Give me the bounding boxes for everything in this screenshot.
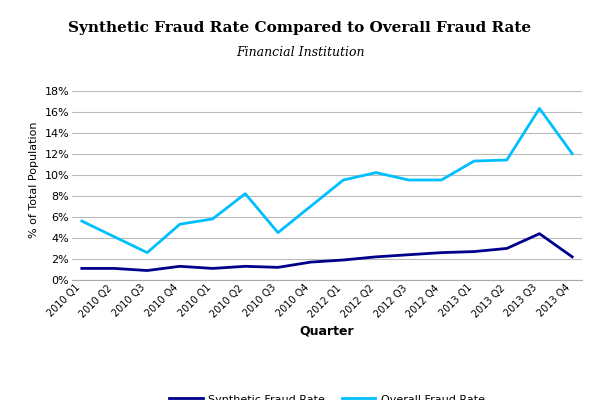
Overall Fraud Rate (176, 222, 184, 227)
Legend: Synthetic Fraud Rate, Overall Fraud Rate: Synthetic Fraud Rate, Overall Fraud Rate (165, 390, 489, 400)
Overall Fraud Rate (373, 170, 380, 175)
Synthetic Fraud Rate (373, 254, 380, 259)
Overall Fraud Rate (503, 158, 511, 162)
Synthetic Fraud Rate (307, 260, 314, 264)
Synthetic Fraud Rate (274, 265, 281, 270)
Text: Synthetic Fraud Rate Compared to Overall Fraud Rate: Synthetic Fraud Rate Compared to Overall… (68, 21, 532, 35)
Y-axis label: % of Total Population: % of Total Population (29, 122, 39, 238)
Overall Fraud Rate (470, 159, 478, 164)
Line: Overall Fraud Rate: Overall Fraud Rate (82, 108, 572, 253)
Synthetic Fraud Rate (242, 264, 249, 269)
Overall Fraud Rate (438, 178, 445, 182)
Overall Fraud Rate (143, 250, 151, 255)
Synthetic Fraud Rate (569, 254, 576, 259)
Synthetic Fraud Rate (209, 266, 216, 271)
Synthetic Fraud Rate (176, 264, 184, 269)
Synthetic Fraud Rate (470, 249, 478, 254)
Synthetic Fraud Rate (143, 268, 151, 273)
Overall Fraud Rate (405, 178, 412, 182)
Overall Fraud Rate (242, 191, 249, 196)
Overall Fraud Rate (209, 216, 216, 221)
Synthetic Fraud Rate (438, 250, 445, 255)
Overall Fraud Rate (111, 234, 118, 239)
Synthetic Fraud Rate (536, 231, 543, 236)
Synthetic Fraud Rate (340, 258, 347, 262)
Synthetic Fraud Rate (111, 266, 118, 271)
Overall Fraud Rate (569, 151, 576, 156)
X-axis label: Quarter: Quarter (299, 325, 355, 338)
Overall Fraud Rate (307, 204, 314, 209)
Overall Fraud Rate (340, 178, 347, 182)
Text: Financial Institution: Financial Institution (236, 46, 364, 58)
Overall Fraud Rate (274, 230, 281, 235)
Synthetic Fraud Rate (78, 266, 85, 271)
Synthetic Fraud Rate (405, 252, 412, 257)
Overall Fraud Rate (78, 219, 85, 224)
Overall Fraud Rate (536, 106, 543, 111)
Synthetic Fraud Rate (503, 246, 511, 251)
Line: Synthetic Fraud Rate: Synthetic Fraud Rate (82, 234, 572, 270)
